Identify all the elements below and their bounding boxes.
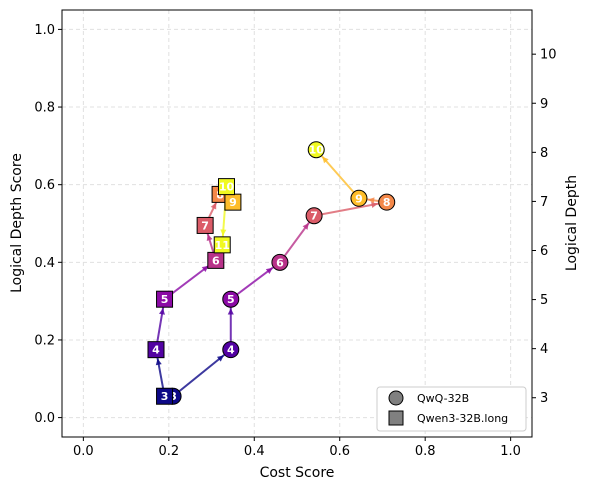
trajectory-arrowhead <box>158 308 165 315</box>
y-tick-label: 0.0 <box>34 411 55 426</box>
qwq-point-label: 9 <box>355 192 363 205</box>
plot-area <box>62 10 532 437</box>
x-tick-label: 0.8 <box>415 444 436 459</box>
qwq-point-marker <box>307 141 325 159</box>
y2-tick-label: 8 <box>540 146 548 161</box>
y-axis-title: Logical Depth Score <box>9 153 25 293</box>
qwen-point-marker <box>147 341 165 359</box>
qwq-point-label: 5 <box>227 293 235 306</box>
legend-square-marker <box>388 410 404 426</box>
qwq-point-marker <box>350 189 368 207</box>
y-tick-label: 0.4 <box>34 256 55 271</box>
qwen-point-marker <box>218 178 235 196</box>
trajectory-arrowhead <box>227 308 234 315</box>
trajectory-arrowhead <box>155 358 162 366</box>
y2-tick-label: 4 <box>540 342 548 357</box>
y-tick-label: 1.0 <box>34 23 55 38</box>
y-tick-label: 0.6 <box>34 178 55 193</box>
qwq-point-label: 7 <box>310 210 318 223</box>
x-tick-label: 0.0 <box>73 444 94 459</box>
y2-tick-label: 9 <box>540 97 548 112</box>
y2-axis-title: Logical Depth <box>564 175 580 271</box>
qwen-point-label: 5 <box>161 293 169 306</box>
qwq-point-label: 10 <box>309 144 325 157</box>
qwen-point-label: 9 <box>229 196 237 209</box>
trajectory-arrowhead <box>302 222 309 230</box>
trajectory-arrowhead <box>210 202 217 210</box>
legend-box <box>376 386 527 432</box>
x-tick-label: 0.6 <box>329 444 350 459</box>
x-tick-label: 0.4 <box>244 444 265 459</box>
qwq-point-marker <box>305 207 323 225</box>
grid <box>62 10 532 437</box>
trajectory-arrowhead <box>220 229 227 236</box>
y2-tick-label: 5 <box>540 293 548 308</box>
qwq-point-label: 8 <box>383 196 391 209</box>
legend: QwQ-32B Qwen3-32B.long <box>376 386 527 432</box>
legend-label-qwq: QwQ-32B <box>417 392 469 405</box>
qwq-point-label: 4 <box>227 344 235 357</box>
x-axis-title: Cost Score <box>260 465 335 481</box>
trajectory-arrowhead <box>322 156 329 164</box>
y2-tick-label: 3 <box>540 391 548 406</box>
qwen-point-label: 7 <box>201 219 209 232</box>
qwen-point-marker <box>156 290 174 308</box>
qwq-point-marker <box>378 193 396 211</box>
qwen-point-label: 11 <box>215 239 230 252</box>
qwq-point-label: 3 <box>169 390 177 403</box>
legend-circle-marker <box>388 390 404 406</box>
plot-frame <box>61 9 533 438</box>
qwq-point-label: 6 <box>276 256 284 269</box>
y-tick-label: 0.2 <box>34 333 55 348</box>
qwen-point-marker <box>213 236 231 254</box>
x-tick-label: 1.0 <box>500 444 521 459</box>
legend-label-qwen: Qwen3-32B.long <box>417 412 508 425</box>
qwen-point-label: 10 <box>219 181 235 194</box>
qwen-point-marker <box>196 216 214 234</box>
y2-tick-label: 6 <box>540 244 548 259</box>
x-tick-label: 0.2 <box>158 444 179 459</box>
qwen-point-label: 6 <box>212 254 220 267</box>
data-marks: 34567891034567891011 <box>147 141 396 405</box>
axis-ticks: 0.0 0.2 0.4 0.6 0.8 1.0 0.0 0.2 0.4 0.6 0.8 1.0 3 4 5 6… <box>34 23 556 459</box>
qwen-point-marker <box>156 387 174 405</box>
qwen-point-label: 3 <box>161 390 169 403</box>
qwen-point-label: 4 <box>152 344 160 357</box>
y2-tick-label: 10 <box>540 48 557 63</box>
qwq-point-marker <box>222 290 240 308</box>
y-tick-label: 0.8 <box>34 101 55 116</box>
trajectory-arrowhead <box>201 265 209 273</box>
trajectory-arrowhead <box>216 355 224 362</box>
y2-tick-label: 7 <box>540 195 548 210</box>
trajectory-arrowhead <box>265 267 273 274</box>
trajectory-arrowhead <box>371 201 378 208</box>
qwq-point-marker <box>271 253 289 271</box>
trajectory-arrowhead <box>206 234 213 241</box>
qwq-point-marker <box>222 341 240 359</box>
trajectory-arrowhead <box>367 197 375 204</box>
